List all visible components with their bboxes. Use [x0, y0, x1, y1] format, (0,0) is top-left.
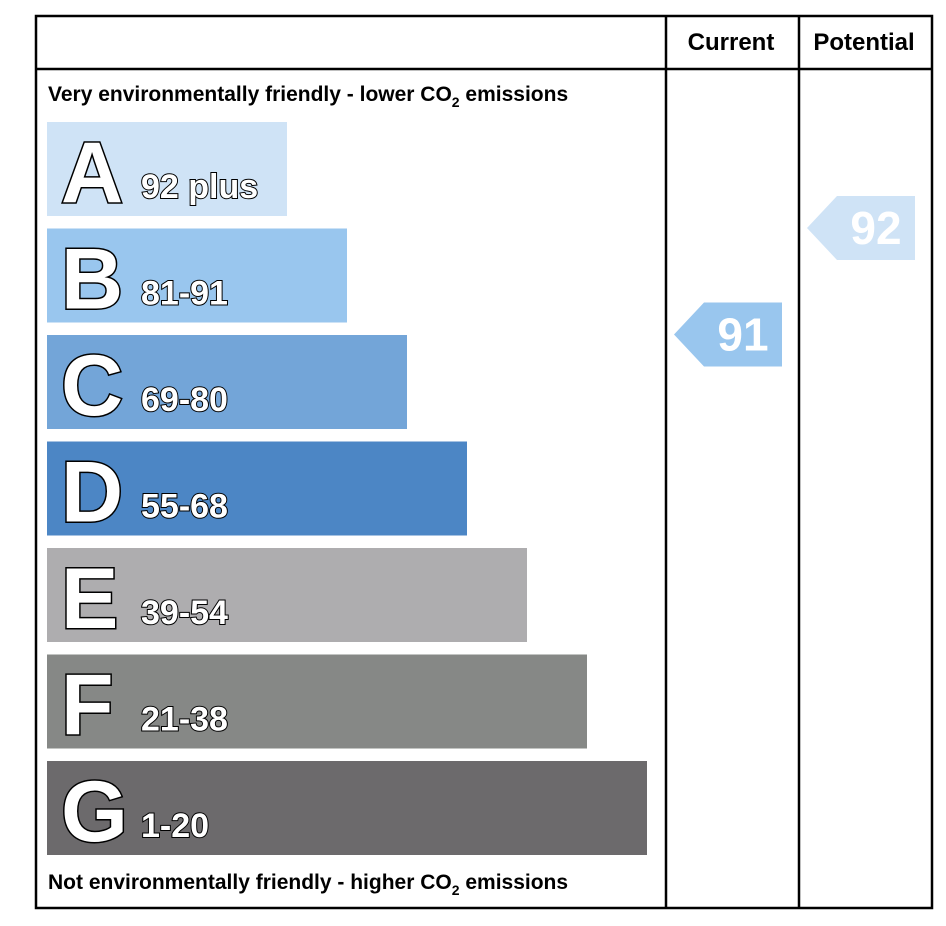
potential-arrow [807, 196, 915, 260]
chart-frame [34, 14, 934, 910]
band-d-letter: D [61, 445, 123, 541]
top-note-subscript: 2 [452, 94, 460, 110]
band-d-bar [47, 441, 467, 536]
band-b-bar [47, 228, 347, 323]
band-a-letter: A [61, 125, 123, 221]
current-arrow [674, 302, 782, 367]
band-g-letter: G [61, 764, 128, 860]
rating-markers: 91 92 [674, 196, 915, 367]
potential-column-header: Potential [813, 29, 914, 56]
bottom-note-suffix: emissions [460, 871, 569, 894]
band-f-letter: F [61, 658, 114, 754]
bottom-note-subscript: 2 [452, 882, 460, 898]
band-f-bar [47, 654, 587, 749]
bottom-note: Not environmentally friendly - higher CO… [48, 871, 568, 898]
band-g-bar [47, 761, 647, 855]
band-f-range: 21-38 [141, 701, 228, 739]
band-c-range: 69-80 [141, 381, 228, 419]
band-c-bar [47, 335, 407, 429]
band-g-range: 1-20 [141, 807, 209, 845]
band-e-bar [47, 548, 527, 642]
potential-value: 92 [850, 202, 901, 254]
band-e-range: 39-54 [141, 594, 228, 632]
rating-bands: A 92 plus B 81-91 C 69-80 D 55-68 E 39-54 F 21-38 G 1… [47, 122, 647, 862]
band-a-bar [47, 122, 287, 216]
band-c-letter: C [61, 338, 123, 434]
top-note-prefix: Very environmentally friendly - lower CO [48, 83, 452, 106]
band-b-range: 81-91 [141, 275, 228, 313]
band-a-range: 92 plus [141, 168, 258, 206]
band-b-letter: B [61, 232, 123, 328]
current-value: 91 [717, 309, 768, 361]
top-note: Very environmentally friendly - lower CO… [48, 83, 568, 110]
band-d-range: 55-68 [141, 488, 228, 526]
top-note-suffix: emissions [460, 83, 569, 106]
band-e-letter: E [61, 551, 118, 647]
current-column-header: Current [688, 29, 775, 56]
bottom-note-prefix: Not environmentally friendly - higher CO [48, 871, 452, 894]
